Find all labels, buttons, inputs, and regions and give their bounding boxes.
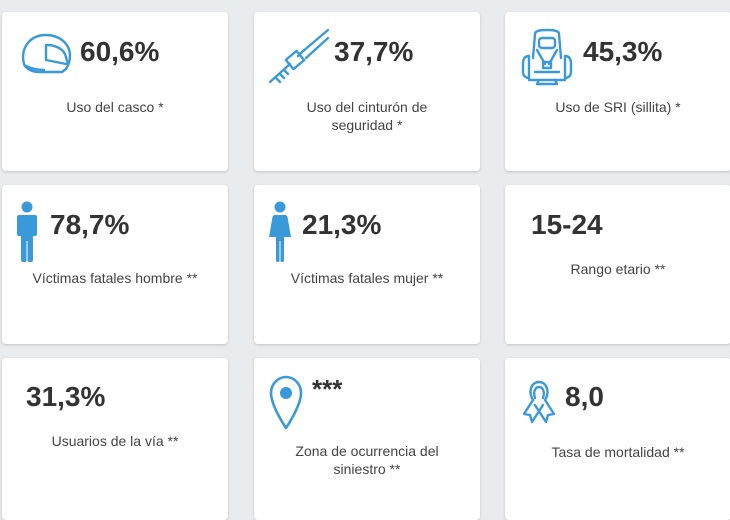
stat-label: Rango etario ** <box>570 261 666 277</box>
stat-label: Uso de SRI (sillita) * <box>555 99 681 115</box>
stat-label: Uso del casco * <box>66 99 164 115</box>
stat-card-male-victims: 78,7% Víctimas fatales hombre ** <box>2 185 228 344</box>
seatbelt-icon <box>268 28 330 84</box>
stat-value: 45,3% <box>583 36 663 67</box>
ribbon-icon <box>521 378 557 430</box>
stat-label: Víctimas fatales hombre ** <box>32 270 198 286</box>
stat-card-female-victims: 21,3% Víctimas fatales mujer ** <box>254 185 480 344</box>
stat-label: Zona de ocurrencia del siniestro ** <box>295 443 439 477</box>
stat-value: 60,6% <box>80 36 160 67</box>
stat-label: Uso del cinturón de seguridad * <box>306 99 428 133</box>
stat-value: 8,0 <box>565 381 604 412</box>
stat-value: *** <box>312 374 343 404</box>
stat-value: 15-24 <box>531 209 603 240</box>
stat-value: 78,7% <box>50 209 130 240</box>
stat-card-road-users: 31,3% Usuarios de la vía ** <box>2 358 228 520</box>
stat-value: 37,7% <box>334 36 414 67</box>
helmet-icon <box>18 30 74 80</box>
stat-value: 21,3% <box>302 209 382 240</box>
stat-label: Tasa de mortalidad ** <box>551 444 685 460</box>
stat-card-occurrence-zone: *** Zona de ocurrencia del siniestro ** <box>254 358 480 520</box>
male-person-icon <box>16 201 38 263</box>
stat-card-mortality-rate: 8,0 Tasa de mortalidad ** <box>505 358 730 520</box>
stat-card-child-seat-use: 45,3% Uso de SRI (sillita) * <box>505 12 730 171</box>
stat-card-age-range: 15-24 Rango etario ** <box>505 185 730 344</box>
location-pin-icon <box>268 374 304 430</box>
stat-value: 31,3% <box>26 381 106 412</box>
stat-card-helmet-use: 60,6% Uso del casco * <box>2 12 228 171</box>
female-person-icon <box>268 201 292 263</box>
stat-label: Usuarios de la vía ** <box>51 433 179 449</box>
child-seat-icon <box>521 28 573 86</box>
stat-card-seatbelt-use: 37,7% Uso del cinturón de seguridad * <box>254 12 480 171</box>
stat-label: Víctimas fatales mujer ** <box>290 270 444 286</box>
